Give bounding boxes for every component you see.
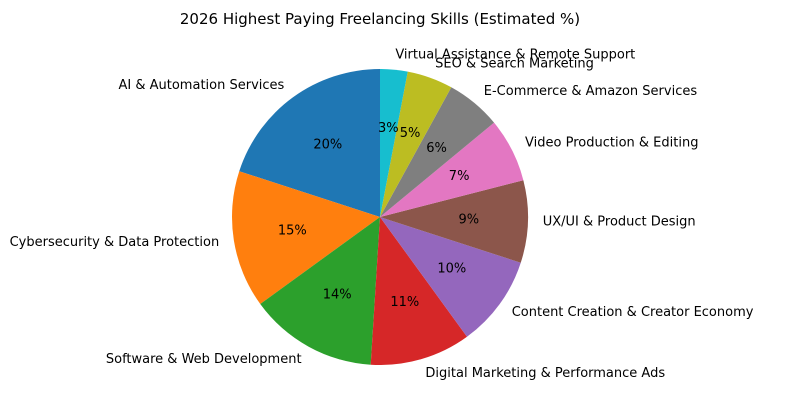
percent-label-8: 6% bbox=[426, 141, 447, 156]
slice-label-4: Digital Marketing & Performance Ads bbox=[425, 366, 665, 381]
slice-labels: AI & Automation Services Cybersecurity & … bbox=[10, 47, 754, 380]
percent-label-1: 20% bbox=[313, 138, 342, 153]
percent-label-3: 14% bbox=[323, 287, 352, 302]
pie-slice-1 bbox=[239, 69, 380, 217]
pie-slice-5 bbox=[380, 217, 521, 337]
pie-slice-7 bbox=[380, 122, 524, 217]
slice-label-1: AI & Automation Services bbox=[119, 78, 285, 93]
pie-slice-9 bbox=[380, 71, 452, 217]
slice-label-2: Cybersecurity & Data Protection bbox=[10, 235, 220, 250]
slice-label-9: SEO & Search Marketing bbox=[435, 56, 594, 71]
percent-label-2: 15% bbox=[278, 223, 307, 238]
pie-slice-10 bbox=[380, 69, 408, 217]
slice-label-7: Video Production & Editing bbox=[525, 136, 698, 151]
pie-slice-2 bbox=[231, 171, 380, 304]
chart-title: 2026 Highest Paying Freelancing Skills (… bbox=[180, 10, 580, 28]
percent-label-10: 3% bbox=[378, 121, 399, 136]
percent-label-7: 7% bbox=[449, 169, 470, 184]
percent-label-9: 5% bbox=[400, 126, 421, 141]
slice-label-10: Virtual Assistance & Remote Support bbox=[395, 47, 635, 62]
slice-label-3: Software & Web Development bbox=[106, 352, 302, 367]
pie-slice-3 bbox=[260, 217, 380, 365]
percent-label-5: 10% bbox=[437, 262, 466, 277]
slice-label-5: Content Creation & Creator Economy bbox=[512, 305, 754, 320]
pie-slice-4 bbox=[370, 217, 467, 365]
slice-label-6: UX/UI & Product Design bbox=[543, 215, 696, 230]
percent-labels: 20% 15% 14% 11% 10% 9% 7%6% 5%3% bbox=[278, 121, 479, 310]
pie-slices bbox=[231, 69, 528, 365]
pie-slice-8 bbox=[380, 87, 495, 217]
pie-slice-6 bbox=[380, 180, 528, 263]
percent-label-4: 11% bbox=[390, 295, 419, 310]
slice-label-8: E-Commerce & Amazon Services bbox=[484, 84, 698, 99]
percent-label-6: 9% bbox=[458, 212, 479, 227]
